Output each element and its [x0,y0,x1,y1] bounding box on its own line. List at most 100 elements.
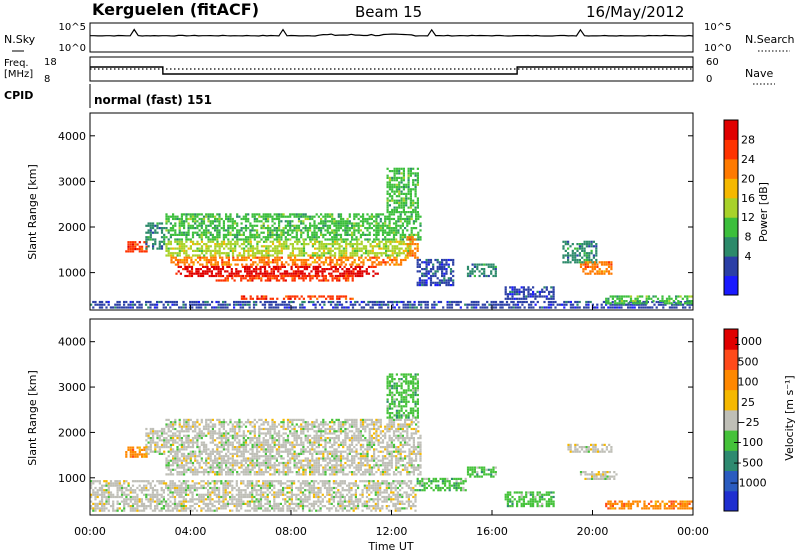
power-colorbar-label: Power [dB] [757,182,770,242]
colorbar-segment [724,236,738,257]
data-region-5 [416,477,467,492]
data-region-3 [386,373,419,419]
data-region-1 [145,222,166,250]
y-tick-label: 4000 [58,336,86,349]
nsearch-tick-bottom: 10^0 [704,43,731,54]
data-region-11 [466,263,497,278]
data-region-15 [90,300,693,309]
data-region-7 [504,491,555,508]
nave-tick-bottom: 0 [706,74,712,85]
colorbar-tick-label: −25 [736,416,759,429]
time-tick-label: 16:00 [476,525,508,538]
nave-tick-top: 60 [706,57,719,68]
colorbar-segment [724,470,738,492]
data-region-13 [562,240,598,264]
data-region-9 [406,236,419,259]
y-tick-label: 1000 [58,472,86,485]
velocity-colorbar: 1000 500 100 25 −25 −100 −500 −1000 [723,328,767,512]
colorbar-tick-label: 24 [741,153,755,166]
power-y-ticks: 4000 3000 2000 1000 [58,130,693,280]
freq-panel: Freq. [MHz] 18 8 60 0 Nave [4,56,775,85]
time-tick-label: 00:00 [74,525,106,538]
data-region-0 [125,241,148,253]
data-region-8 [386,167,419,214]
colorbar-segment [724,139,738,160]
colorbar-segment [724,349,738,370]
date-title: 16/May/2012 [586,3,684,21]
colorbar-segment [724,409,738,431]
colorbar-tick-label: 8 [745,231,752,244]
colorbar-tick-label: 20 [741,172,755,185]
nsearch-tick-top: 10^5 [704,22,731,33]
data-region-10 [605,500,693,510]
colorbar-segment [724,389,738,411]
colorbar-segment [724,450,738,472]
data-region-12 [504,286,555,300]
colorbar-tick-label: 25 [741,396,755,409]
time-tick-label: 04:00 [175,525,207,538]
time-tick-label: 12:00 [376,525,408,538]
data-region-10 [416,258,455,287]
colorbar-segment [724,369,738,391]
nsky-tick-bottom: 10^0 [59,43,86,54]
data-region-16 [605,295,693,305]
data-region-14 [579,261,613,275]
freq-tick-top: 18 [44,57,57,68]
colorbar-segment [724,120,738,140]
colorbar-segment [724,256,738,277]
power-ylabel: Slant Range [km] [26,164,39,260]
nsearch-label: N.Search [745,33,795,46]
data-region-2 [145,427,166,455]
velocity-data-regions [90,373,693,512]
nsky-panel: N.Sky 10^5 10^0 10^5 10^0 N.Search [4,22,795,54]
data-region-3 [165,240,412,257]
data-region-2 [165,213,422,241]
velocity-y-ticks: 4000 3000 2000 1000 [58,336,693,485]
data-region-9 [579,471,618,480]
colorbar-frame [723,119,739,296]
y-tick-label: 1000 [58,267,86,280]
data-region-4 [90,480,417,512]
y-tick-label: 2000 [58,221,86,234]
nsky-trace [90,28,694,37]
colorbar-tick-label: 500 [738,355,759,368]
data-region-8 [567,443,613,453]
y-tick-label: 3000 [58,175,86,188]
colorbar-tick-label: 4 [745,250,752,263]
power-data-regions [90,167,693,309]
beam-title: Beam 15 [355,3,422,21]
time-tick-label: 20:00 [577,525,609,538]
y-tick-label: 2000 [58,426,86,439]
data-region-6 [466,466,497,478]
time-tick-label: 08:00 [275,525,307,538]
y-tick-label: 3000 [58,381,86,394]
colorbar-segment [724,158,738,179]
nave-label: Nave [745,67,773,80]
freq-label: Freq. [4,58,29,69]
data-region-1 [165,418,422,476]
time-tick-label: 00:00 [677,525,709,538]
colorbar-segment [724,217,738,238]
colorbar-tick-label: 100 [738,376,759,389]
freq-tick-bottom: 8 [44,74,50,85]
colorbar-frame [723,328,739,512]
velocity-ylabel: Slant Range [km] [26,370,39,466]
time-axis: 00:00 04:00 08:00 12:00 16:00 20:00 00:00 [74,305,709,538]
colorbar-segment [724,329,738,350]
data-region-6 [215,274,354,282]
colorbar-tick-label: 16 [741,192,755,205]
power-colorbar: 28 24 20 16 12 8 4 [723,119,755,296]
colorbar-tick-label: −1000 [729,477,766,490]
velocity-panel: Slant Range [km] 4000 3000 2000 1000 1000 50… [26,318,796,516]
time-axis-label: Time UT [367,540,413,553]
colorbar-tick-label: 12 [741,211,755,224]
colorbar-tick-label: −500 [733,456,763,469]
cpid-label: CPID [4,89,33,102]
velocity-colorbar-label: Velocity [m s⁻¹] [783,375,796,460]
cpid-value: normal (fast) 151 [94,93,212,107]
data-region-0 [125,446,148,458]
colorbar-segment [724,490,738,512]
data-region-4 [170,256,407,266]
colorbar-segment [724,197,738,218]
